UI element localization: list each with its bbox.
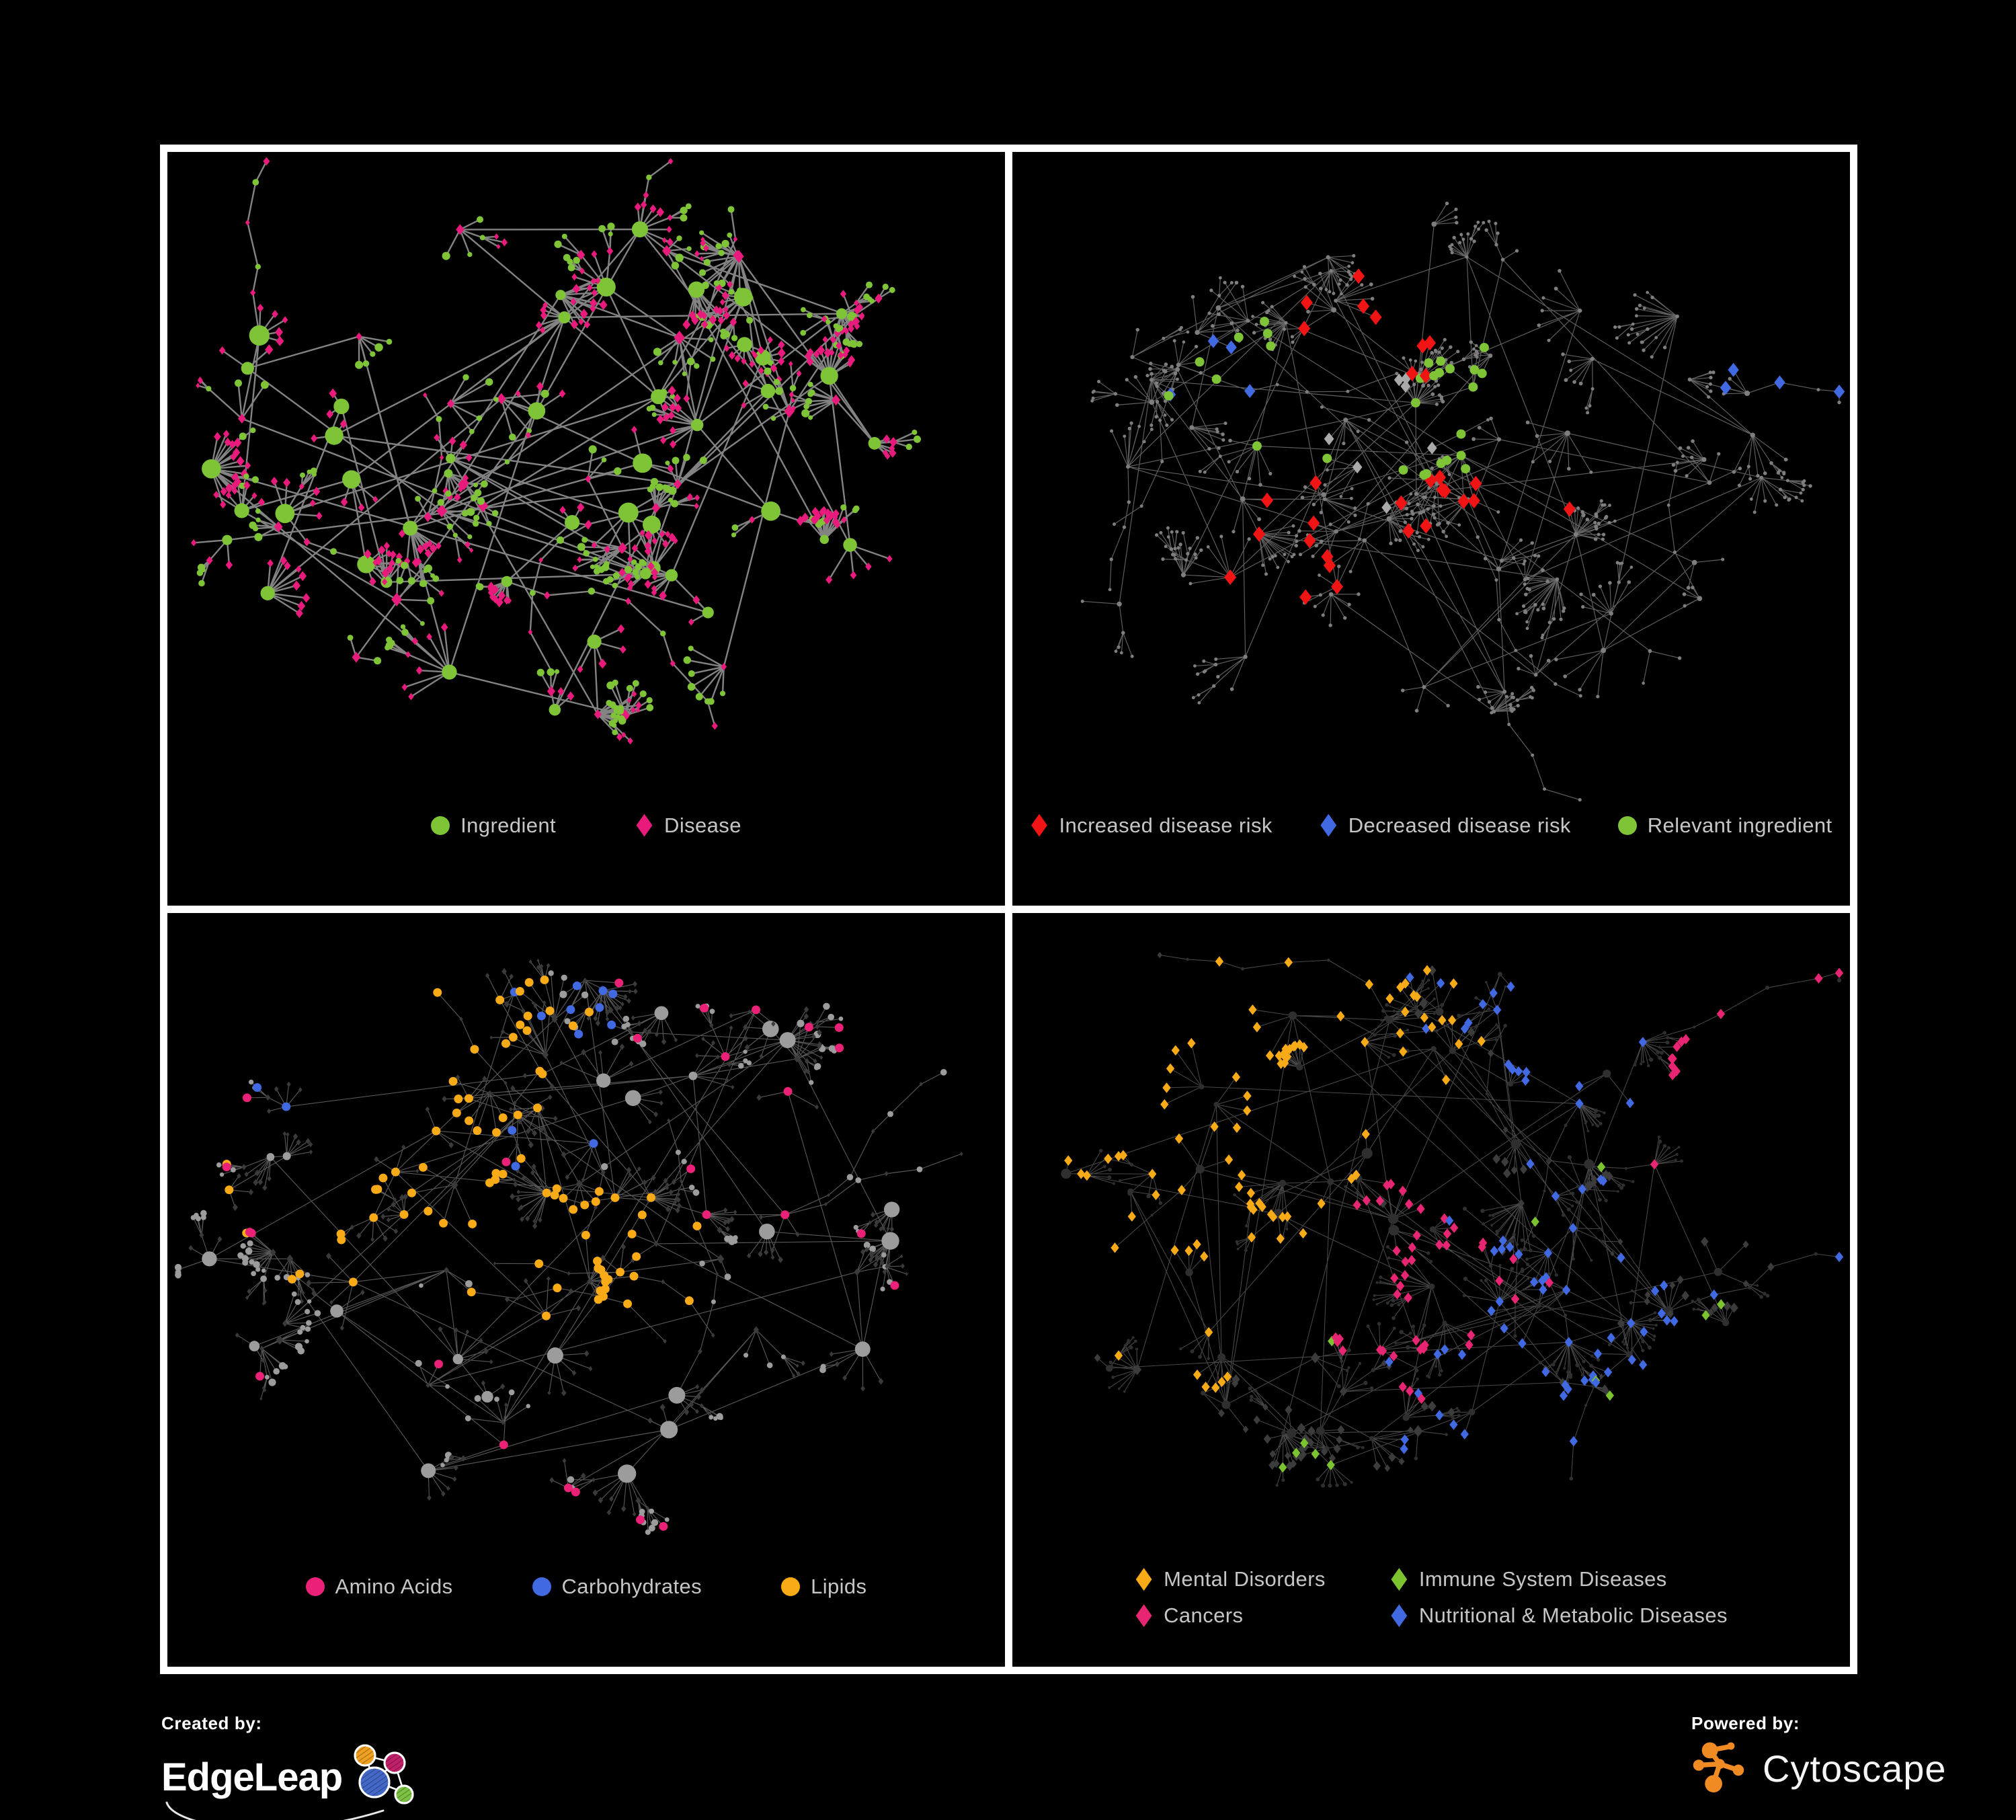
legend-label: Disease [664, 813, 741, 837]
legend-item: Amino Acids [305, 1574, 453, 1599]
legend-item: Cancers [1135, 1604, 1326, 1628]
metabolic-diseases-diamond-icon [1391, 1604, 1408, 1628]
amino-acids-circle-icon [305, 1577, 325, 1596]
legend-label: Lipids [811, 1574, 867, 1598]
legend-label: Nutritional & Metabolic Diseases [1418, 1604, 1728, 1628]
legend-item: Nutritional & Metabolic Diseases [1390, 1604, 1728, 1628]
legend-label: Immune System Diseases [1418, 1567, 1667, 1591]
legend-label: Mental Disorders [1164, 1567, 1326, 1591]
legend-item: Carbohydrates [532, 1575, 702, 1599]
edgeleap-logo-icon [354, 1744, 414, 1805]
legend-item: Lipids [781, 1575, 866, 1599]
network-graph-ingredient-disease [191, 157, 922, 745]
panel-nutrient-classes: Amino Acids Carbohydrates Lipids [167, 913, 1005, 1667]
legend-disease-categories: Mental Disorders Immune System Diseases … [1012, 1563, 1850, 1667]
relevant-ingredient-circle-icon [1617, 816, 1637, 835]
immune-diseases-diamond-icon [1391, 1568, 1408, 1591]
cytoscape-credit: Powered by: Cytosc [1691, 1713, 1947, 1800]
panel-ingredient-disease: Ingredient Disease [167, 152, 1005, 906]
legend-item: Immune System Diseases [1390, 1567, 1728, 1591]
increased-risk-diamond-icon [1031, 814, 1047, 837]
legend-disease-risk: Increased disease risk Decreased disease… [1012, 809, 1850, 906]
network-graph-disease-categories [1061, 951, 1844, 1488]
powered-by-label: Powered by: [1691, 1713, 1800, 1733]
edgeleap-wordmark: EdgeLeap [161, 1755, 343, 1799]
network-graph-disease-risk [1080, 201, 1845, 802]
legend-item: Relevant ingredient [1617, 813, 1832, 838]
legend-item: Mental Disorders [1135, 1567, 1326, 1591]
legend-label: Increased disease risk [1059, 813, 1273, 837]
legend-label: Cancers [1164, 1604, 1244, 1628]
legend-item: Decreased disease risk [1320, 814, 1571, 838]
panel-grid: Ingredient Disease Increased disease ris… [160, 145, 1857, 1674]
legend-label: Relevant ingredient [1647, 813, 1832, 837]
legend-item: Increased disease risk [1031, 814, 1273, 838]
legend-label: Amino Acids [335, 1574, 453, 1598]
legend-nutrient-classes: Amino Acids Carbohydrates Lipids [167, 1571, 1005, 1667]
panel-disease-risk: Increased disease risk Decreased disease… [1012, 152, 1850, 906]
panel-disease-categories: Mental Disorders Immune System Diseases … [1012, 913, 1850, 1667]
network-graph-nutrient-classes [174, 958, 963, 1535]
lipids-circle-icon [781, 1577, 801, 1596]
mental-disorders-diamond-icon [1135, 1568, 1152, 1591]
carbohydrates-circle-icon [532, 1577, 551, 1596]
cancers-diamond-icon [1135, 1604, 1152, 1628]
cytoscape-logo-icon [1693, 1742, 1744, 1792]
decreased-risk-diamond-icon [1320, 814, 1337, 837]
legend-ingredient-disease: Ingredient Disease [167, 809, 1005, 906]
created-by-label: Created by: [161, 1713, 262, 1733]
cytoscape-wordmark: Cytoscape [1763, 1747, 1947, 1790]
edgeleap-swoosh-icon [165, 1801, 385, 1820]
legend-label: Ingredient [460, 813, 557, 837]
legend-label: Decreased disease risk [1348, 813, 1571, 837]
ingredient-circle-icon [431, 816, 450, 835]
legend-item: Disease [635, 814, 741, 838]
legend-label: Carbohydrates [561, 1574, 702, 1598]
disease-diamond-icon [636, 814, 653, 837]
legend-item: Ingredient [431, 814, 556, 838]
edgeleap-credit: Created by: EdgeLeap [161, 1713, 430, 1820]
